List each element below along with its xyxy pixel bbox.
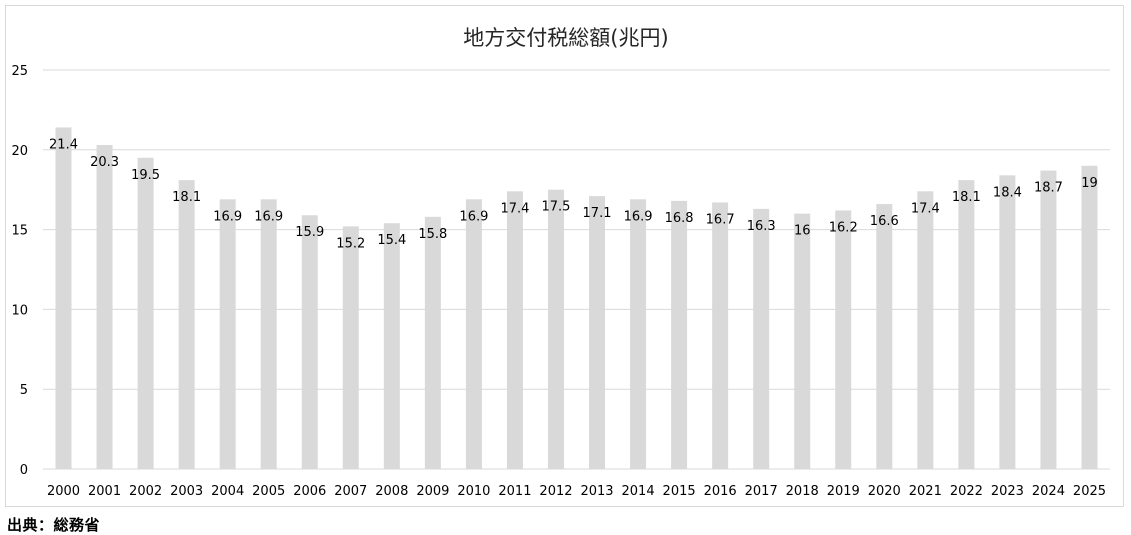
x-tick-label: 2003 xyxy=(170,484,203,499)
x-tick-label: 2000 xyxy=(47,484,80,499)
data-label-2015: 16.8 xyxy=(665,211,694,226)
data-labels: 21.4 20.3 19.5 18.1 16.9 16.9 15.9 15.2 15.4 15.8… xyxy=(49,137,1098,251)
x-tick-label: 2020 xyxy=(868,484,901,499)
bar-2017 xyxy=(753,208,770,470)
bar-2024 xyxy=(1040,170,1057,469)
data-label-2005: 16.9 xyxy=(254,209,283,224)
data-label-2003: 18.1 xyxy=(172,190,201,205)
bar-2001 xyxy=(96,145,113,469)
chart-title: 地方交付税総額(兆円) xyxy=(463,26,668,50)
data-label-2021: 17.4 xyxy=(911,201,940,216)
data-label-2013: 17.1 xyxy=(583,206,612,221)
x-tick-label: 2018 xyxy=(786,484,819,499)
data-label-2006: 15.9 xyxy=(295,225,324,240)
data-label-2012: 17.5 xyxy=(542,200,571,215)
x-tick-label: 2010 xyxy=(457,484,490,499)
x-tick-label: 2025 xyxy=(1073,484,1106,499)
data-label-2017: 16.3 xyxy=(747,219,776,234)
bar-2014 xyxy=(630,199,647,469)
bar-2002 xyxy=(137,157,154,469)
x-tick-label: 2011 xyxy=(498,484,531,499)
y-tick-label: 0 xyxy=(20,463,28,478)
bar-2008 xyxy=(383,223,400,469)
x-tick-label: 2021 xyxy=(909,484,942,499)
x-tick-label: 2017 xyxy=(745,484,778,499)
bar-2019 xyxy=(835,210,852,469)
x-tick-label: 2009 xyxy=(416,484,449,499)
x-tick-label: 2013 xyxy=(580,484,613,499)
data-label-2019: 16.2 xyxy=(829,220,858,235)
x-tick-label: 2002 xyxy=(129,484,162,499)
bar-2009 xyxy=(424,216,441,469)
data-label-2018: 16 xyxy=(794,224,811,239)
y-axis: 0 5 10 15 20 25 xyxy=(11,64,28,478)
chart-plot: 地方交付税総額(兆円) 21.4 20.3 19.5 18.1 16.9 16.9 15.9… xyxy=(11,26,1110,499)
bar-2012 xyxy=(547,189,564,469)
x-tick-label: 2016 xyxy=(704,484,737,499)
x-tick-label: 2014 xyxy=(622,484,655,499)
y-tick-label: 15 xyxy=(11,224,28,239)
data-label-2001: 20.3 xyxy=(90,155,119,170)
x-tick-label: 2023 xyxy=(991,484,1024,499)
bar-2010 xyxy=(465,199,482,469)
data-label-2023: 18.4 xyxy=(993,185,1022,200)
data-label-2002: 19.5 xyxy=(131,168,160,183)
x-tick-label: 2012 xyxy=(539,484,572,499)
data-label-2004: 16.9 xyxy=(213,209,242,224)
data-label-2022: 18.1 xyxy=(952,190,981,205)
data-label-2007: 15.2 xyxy=(336,236,365,251)
x-tick-label: 2006 xyxy=(293,484,326,499)
bar-series xyxy=(55,127,1098,470)
bar-2018 xyxy=(794,213,811,469)
data-label-2009: 15.8 xyxy=(418,227,447,242)
bar-2006 xyxy=(301,215,318,469)
bar-2000 xyxy=(55,127,72,470)
source-note: 出典：総務省 xyxy=(7,516,101,534)
x-tick-label: 2019 xyxy=(827,484,860,499)
bar-2016 xyxy=(712,202,729,469)
data-label-2008: 15.4 xyxy=(377,233,406,248)
data-label-2016: 16.7 xyxy=(706,212,735,227)
bar-2023 xyxy=(999,175,1016,469)
bar-2025 xyxy=(1081,165,1098,469)
bar-2003 xyxy=(178,180,195,469)
bar-2005 xyxy=(260,199,277,469)
bar-2021 xyxy=(917,191,934,469)
bar-2013 xyxy=(589,196,606,470)
data-label-2014: 16.9 xyxy=(624,209,653,224)
x-tick-label: 2022 xyxy=(950,484,983,499)
y-tick-label: 5 xyxy=(20,383,28,398)
data-label-2010: 16.9 xyxy=(459,209,488,224)
bar-2007 xyxy=(342,226,359,469)
data-label-2020: 16.6 xyxy=(870,214,899,229)
bar-2004 xyxy=(219,199,236,469)
y-tick-label: 10 xyxy=(11,303,28,318)
bar-2011 xyxy=(506,191,523,469)
x-tick-label: 2007 xyxy=(334,484,367,499)
x-tick-label: 2008 xyxy=(375,484,408,499)
x-tick-label: 2001 xyxy=(88,484,121,499)
data-label-2024: 18.7 xyxy=(1034,181,1063,196)
x-tick-label: 2005 xyxy=(252,484,285,499)
y-tick-label: 20 xyxy=(11,144,28,159)
bar-2022 xyxy=(958,180,975,469)
data-label-2025: 19 xyxy=(1081,176,1098,191)
x-tick-label: 2015 xyxy=(663,484,696,499)
x-tick-label: 2004 xyxy=(211,484,244,499)
bar-2015 xyxy=(671,200,688,469)
data-label-2011: 17.4 xyxy=(500,201,529,216)
y-tick-label: 25 xyxy=(11,64,28,79)
x-axis: 2000 2001 2002 2003 2004 2005 2006 2007 2008 2009… xyxy=(47,484,1106,499)
gridlines xyxy=(43,69,1110,470)
data-label-2000: 21.4 xyxy=(49,137,78,152)
x-tick-label: 2024 xyxy=(1032,484,1065,499)
bar-2020 xyxy=(876,204,893,469)
